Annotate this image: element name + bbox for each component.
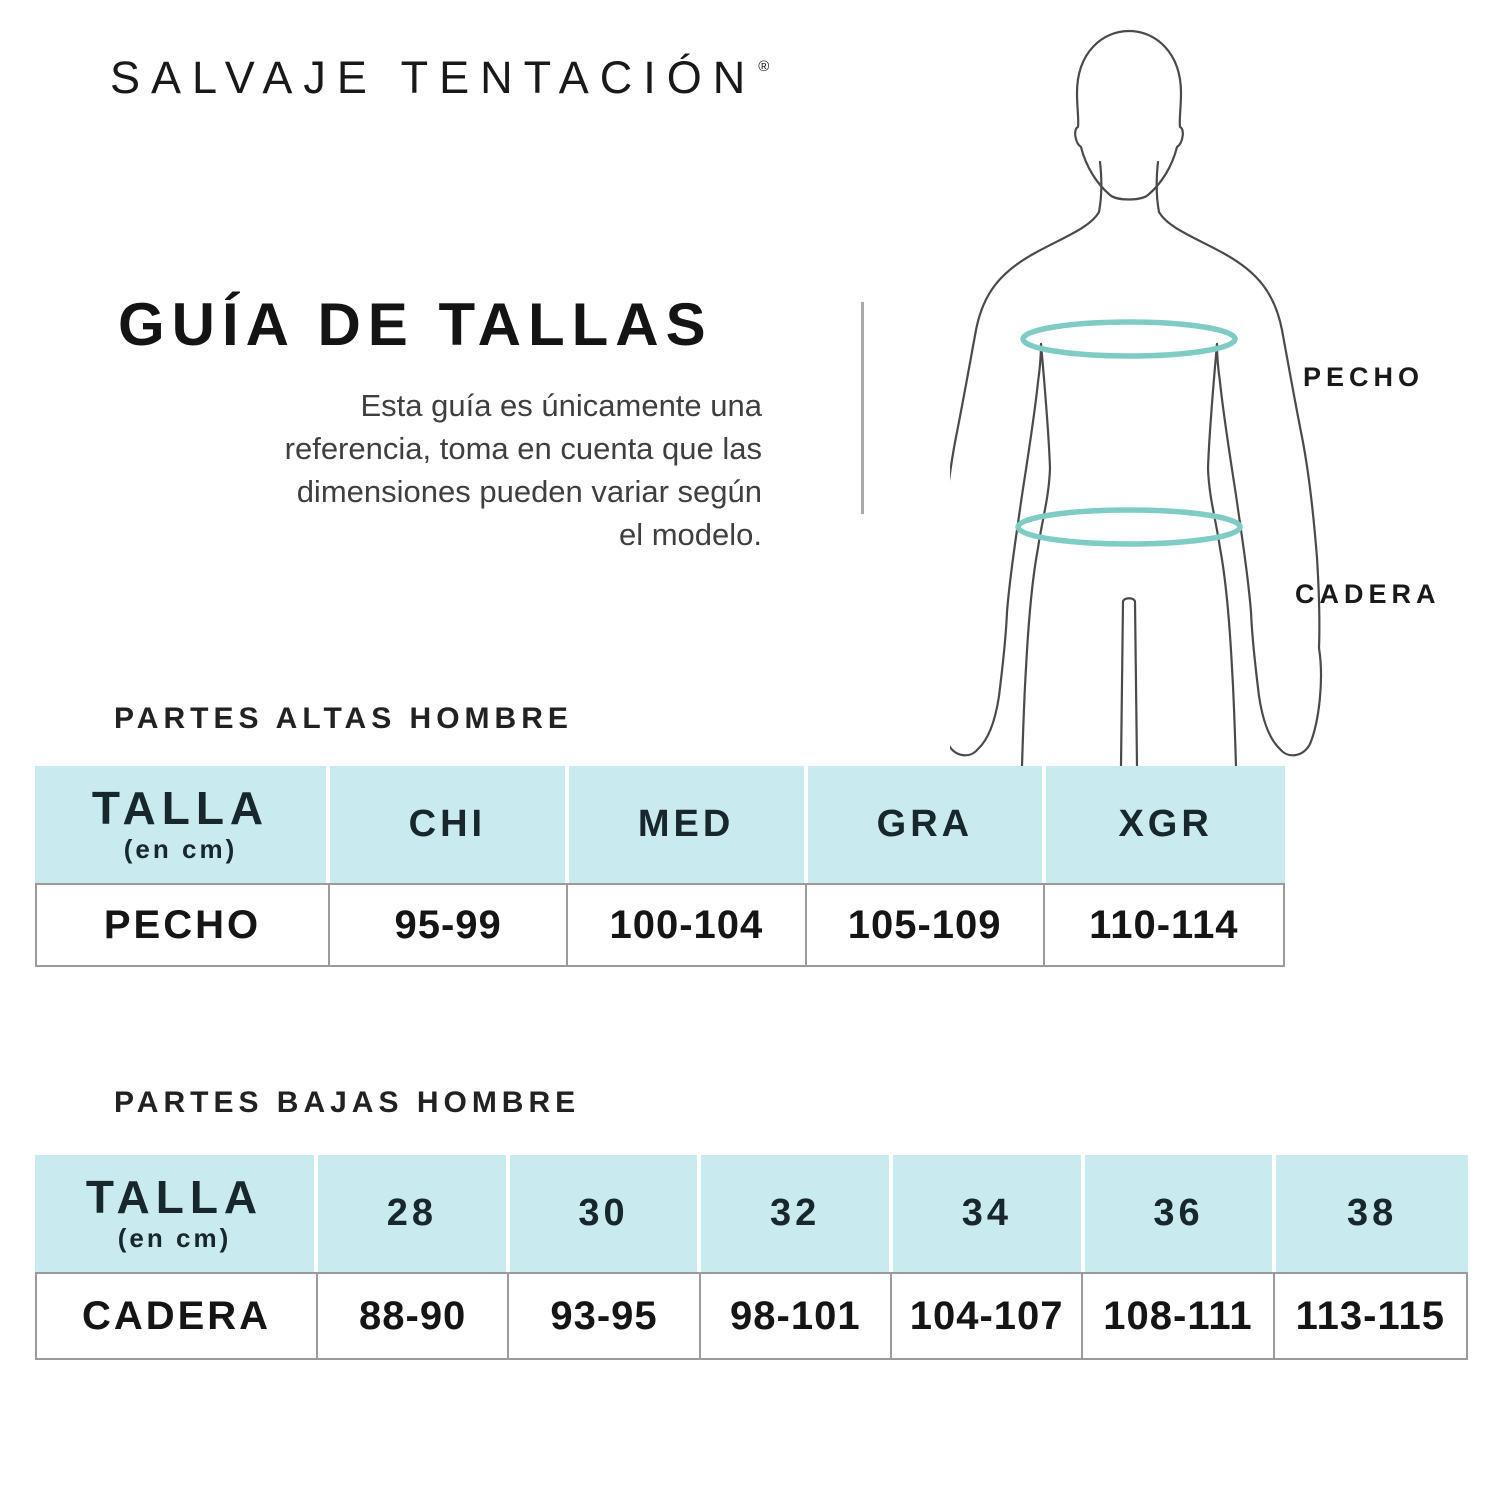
lower-column-header: 32 [701, 1155, 893, 1272]
size-unit: (en cm) [123, 834, 238, 865]
left-arm-outline [950, 160, 1103, 757]
guide-description-line: referencia, toma en cuenta que las [284, 431, 762, 466]
guide-description-line: Esta guía es únicamente una [360, 388, 762, 423]
upper-table-header-row: TALLA (en cm) CHI MED GRA XGR [35, 766, 1285, 883]
upper-cell-value: 100-104 [568, 885, 807, 965]
lower-cell-value: 113-115 [1295, 1293, 1446, 1338]
lower-cell-value: 88-90 [318, 1274, 510, 1358]
upper-column-header: MED [568, 766, 808, 883]
lower-column-header: 34 [893, 1155, 1085, 1272]
upper-table-data-row: PECHO 95-99 100-104 105-109 110-114 [35, 883, 1285, 967]
upper-size-header-cell: TALLA (en cm) [35, 766, 330, 883]
inner-leg-lines [1119, 597, 1139, 766]
upper-column-header: XGR [1046, 766, 1285, 883]
size-unit: (en cm) [117, 1223, 232, 1254]
upper-cell-value: 95-99 [330, 885, 569, 965]
lower-column-header: 38 [1276, 1155, 1468, 1272]
lower-sizes-table: TALLA (en cm) 28 30 32 34 36 38 CADERA 8… [35, 1155, 1468, 1360]
guide-description: Esta guía es únicamente una referencia, … [60, 384, 762, 556]
lower-cell-value: 108-111 [1083, 1274, 1275, 1358]
upper-cell-value: 110-114 [1089, 902, 1239, 947]
right-arm-outline [1155, 160, 1323, 757]
lower-column-header: 36 [1084, 1155, 1277, 1272]
hip-measure-ellipse [1015, 507, 1243, 547]
size-label: TALLA [91, 781, 270, 834]
head-outline [1074, 29, 1184, 201]
lower-cell-value: 104-107 [892, 1274, 1084, 1358]
male-body-diagram [950, 29, 1323, 766]
chest-measure-ellipse [1020, 319, 1238, 359]
upper-column-header: GRA [807, 766, 1047, 883]
registered-trademark-symbol: ® [758, 58, 770, 75]
lower-cell-value: 98-101 [701, 1274, 892, 1358]
lower-column-header: 28 [318, 1155, 510, 1272]
vertical-divider [861, 302, 864, 514]
upper-sizes-table: TALLA (en cm) CHI MED GRA XGR PECHO 95-9… [35, 766, 1285, 967]
guide-description-line: dimensiones pueden variar según [296, 474, 762, 509]
lower-column-header: 30 [509, 1155, 702, 1272]
upper-column-header: CHI [330, 766, 569, 883]
lower-size-header-cell: TALLA (en cm) [35, 1155, 318, 1272]
hip-label: CADERA [1295, 579, 1441, 609]
torso-right-outline [1206, 342, 1238, 766]
upper-row-label: PECHO [37, 885, 330, 965]
torso-left-outline [1020, 342, 1052, 766]
lower-cell-value: 93-95 [509, 1274, 701, 1358]
chest-label: PECHO [1303, 362, 1425, 392]
lower-table-header-row: TALLA (en cm) 28 30 32 34 36 38 [35, 1155, 1468, 1272]
brand-name: SALVAJE TENTACIÓN [110, 52, 757, 103]
upper-section-title: PARTES ALTAS HOMBRE [114, 702, 573, 735]
lower-section-title: PARTES BAJAS HOMBRE [114, 1086, 581, 1119]
guide-description-line: el modelo. [618, 517, 762, 552]
size-label: TALLA [85, 1170, 264, 1223]
page-title: GUÍA DE TALLAS [118, 291, 713, 358]
lower-row-label: CADERA [37, 1274, 318, 1358]
brand-logo: SALVAJE TENTACIÓN ® [110, 52, 770, 104]
lower-table-data-row: CADERA 88-90 93-95 98-101 104-107 108-11… [35, 1272, 1468, 1360]
upper-cell-value: 105-109 [807, 885, 1045, 965]
